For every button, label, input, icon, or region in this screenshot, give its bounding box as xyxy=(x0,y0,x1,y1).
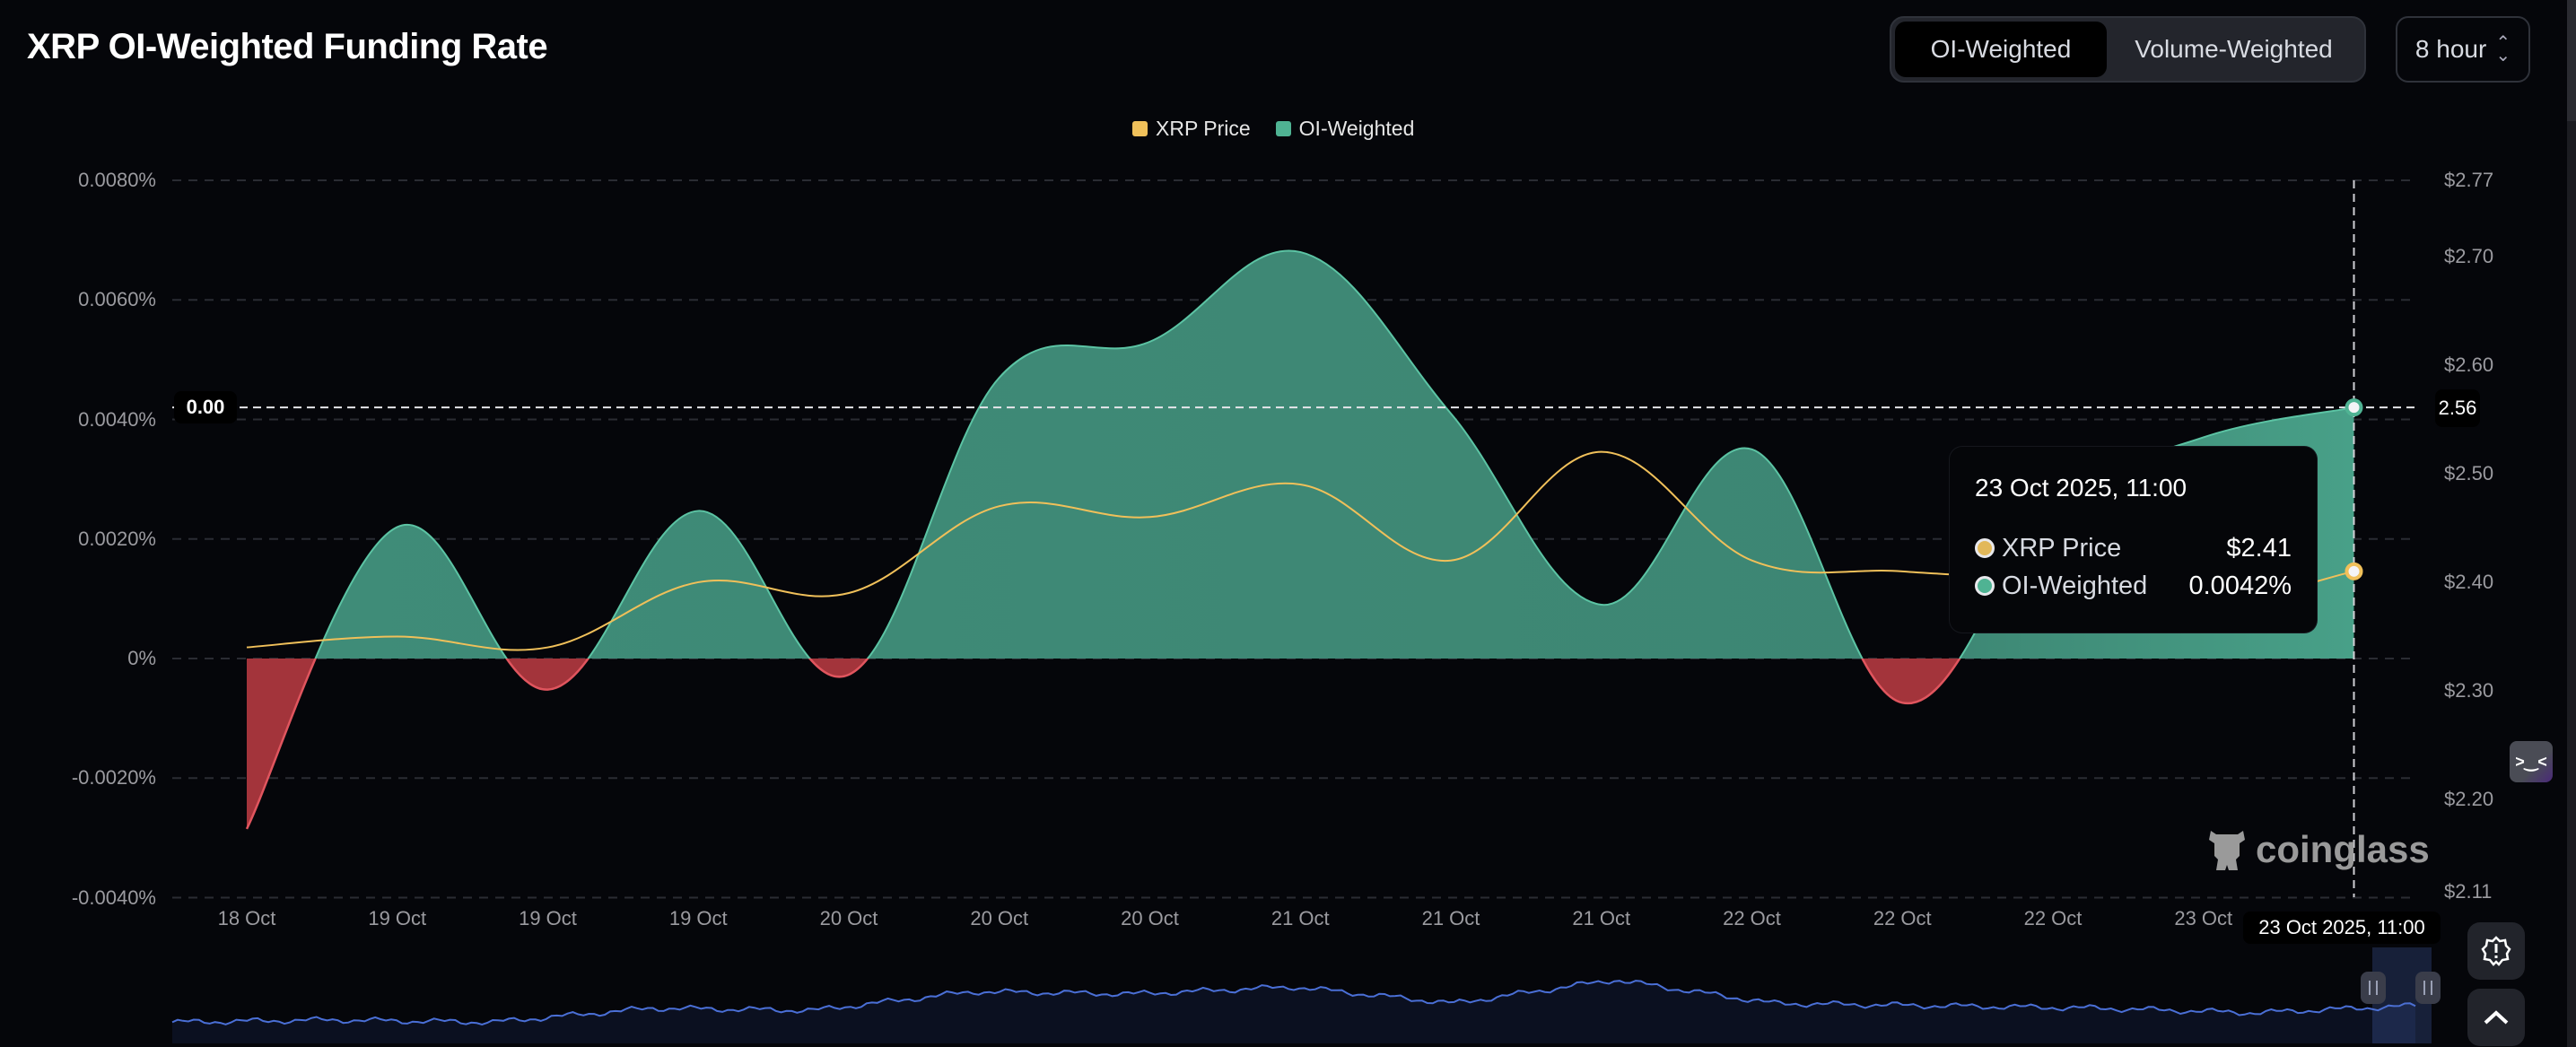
price-dot-icon xyxy=(1975,538,1995,558)
grip-icon xyxy=(2369,981,2378,995)
tooltip-row-oi: OI-Weighted 0.0042% xyxy=(1975,567,2292,605)
x-axis-tick-label: 21 Oct xyxy=(1271,907,1330,929)
navigator-area xyxy=(172,981,2415,1043)
scroll-top-button[interactable] xyxy=(2467,989,2525,1046)
navigator-line xyxy=(171,980,2416,1026)
x-axis-tick-label: 19 Oct xyxy=(368,907,427,929)
x-axis-tick-label: 22 Oct xyxy=(1873,907,1932,929)
tooltip-label: XRP Price xyxy=(2002,533,2122,563)
tooltip-date: 23 Oct 2025, 11:00 xyxy=(1975,474,2187,502)
grip-icon xyxy=(2423,981,2432,995)
oi-positive-line xyxy=(314,249,2354,659)
legend-label: XRP Price xyxy=(1156,117,1251,140)
chart-legend: XRP Price OI-Weighted xyxy=(1132,117,1414,141)
page-title: XRP OI-Weighted Funding Rate xyxy=(27,27,548,66)
right-axis-tick-label: $2.60 xyxy=(2444,353,2494,376)
crosshair-x-label: 23 Oct 2025, 11:00 xyxy=(2243,912,2441,944)
crosshair-left-label: 0.00 xyxy=(174,391,237,423)
alert-badge-button[interactable] xyxy=(2467,922,2525,980)
right-axis-tick-label: $2.77 xyxy=(2444,169,2494,191)
left-axis-tick-label: 0.0020% xyxy=(78,527,156,550)
alert-badge-icon xyxy=(2481,936,2511,966)
legend-swatch xyxy=(1275,121,1291,136)
oi-positive-area xyxy=(247,250,2354,659)
legend-item-xrp-price[interactable]: XRP Price xyxy=(1132,117,1251,141)
right-axis-tick-label: $2.30 xyxy=(2444,678,2494,702)
x-axis-tick-label: 21 Oct xyxy=(1421,907,1480,929)
right-axis-tick-label: $2.11 xyxy=(2444,880,2493,903)
coinglass-watermark: coinglass xyxy=(2207,825,2430,874)
left-axis-tick-label: -0.0040% xyxy=(71,886,156,909)
x-axis-tick-label: 20 Oct xyxy=(819,907,878,929)
tooltip-value: 0.0042% xyxy=(2188,571,2292,600)
tooltip-label: OI-Weighted xyxy=(2002,571,2148,600)
oi-active-point xyxy=(2345,398,2363,417)
chart-tooltip: 23 Oct 2025, 11:00 XRP Price $2.41 OI-We… xyxy=(1950,447,2317,633)
right-axis-tick-label: $2.50 xyxy=(2444,461,2494,484)
legend-swatch xyxy=(1132,121,1148,136)
x-axis-tick-label: 22 Oct xyxy=(2023,907,2083,929)
left-axis-tick-label: 0.0080% xyxy=(78,169,156,191)
coinglass-logo-icon xyxy=(2209,831,2245,870)
x-axis-tick-label: 23 Oct xyxy=(2174,907,2233,929)
x-axis-tick-label: 19 Oct xyxy=(668,907,728,929)
legend-item-oi-weighted[interactable]: OI-Weighted xyxy=(1275,117,1415,141)
x-axis-tick-label: 22 Oct xyxy=(1723,907,1781,929)
scrollbar-thumb[interactable] xyxy=(2567,0,2576,121)
tab-oi-weighted[interactable]: OI-Weighted xyxy=(1895,22,2107,77)
navigator-handle[interactable] xyxy=(2415,972,2441,1004)
crosshair-right-label: 2.56 xyxy=(2435,389,2480,427)
watermark-text: coinglass xyxy=(2256,828,2430,870)
navigator-handle[interactable] xyxy=(2361,972,2386,1004)
x-axis-tick-label: 18 Oct xyxy=(217,907,276,929)
smiley-face-icon[interactable]: >‿< xyxy=(2510,741,2553,782)
tab-volume-weighted[interactable]: Volume-Weighted xyxy=(2135,35,2333,63)
left-axis-tick-label: -0.0020% xyxy=(71,766,156,790)
interval-select[interactable]: 8 hour ⌃ ⌄ xyxy=(2396,16,2530,83)
tooltip-row-price: XRP Price $2.41 xyxy=(1975,529,2292,567)
right-axis-tick-label: $2.40 xyxy=(2444,570,2494,593)
chevron-up-down-icon: ⌃ ⌄ xyxy=(2495,33,2511,65)
left-axis-tick-label: 0% xyxy=(127,647,156,669)
interval-value: 8 hour xyxy=(2414,35,2487,63)
x-axis-tick-label: 20 Oct xyxy=(970,907,1029,929)
left-axis-tick-label: 0.0040% xyxy=(78,407,156,431)
x-axis-tick-label: 21 Oct xyxy=(1572,907,1631,929)
x-axis-tick-label: 19 Oct xyxy=(519,907,577,929)
tooltip-value: $2.41 xyxy=(2226,533,2292,563)
oi-dot-icon xyxy=(1975,576,1995,596)
chevron-up-icon xyxy=(2484,1010,2509,1025)
right-axis-tick-label: $2.20 xyxy=(2444,788,2494,811)
right-axis-tick-label: $2.70 xyxy=(2444,244,2494,267)
left-axis-tick-label: 0.0060% xyxy=(78,288,156,311)
x-axis-tick-label: 20 Oct xyxy=(1121,907,1179,929)
oi-negative-line xyxy=(245,659,1961,830)
legend-label: OI-Weighted xyxy=(1298,117,1415,140)
page-scrollbar[interactable] xyxy=(2567,0,2576,1047)
price-active-point xyxy=(2345,562,2363,580)
weighting-toggle[interactable]: OI-Weighted Volume-Weighted xyxy=(1890,16,2366,83)
